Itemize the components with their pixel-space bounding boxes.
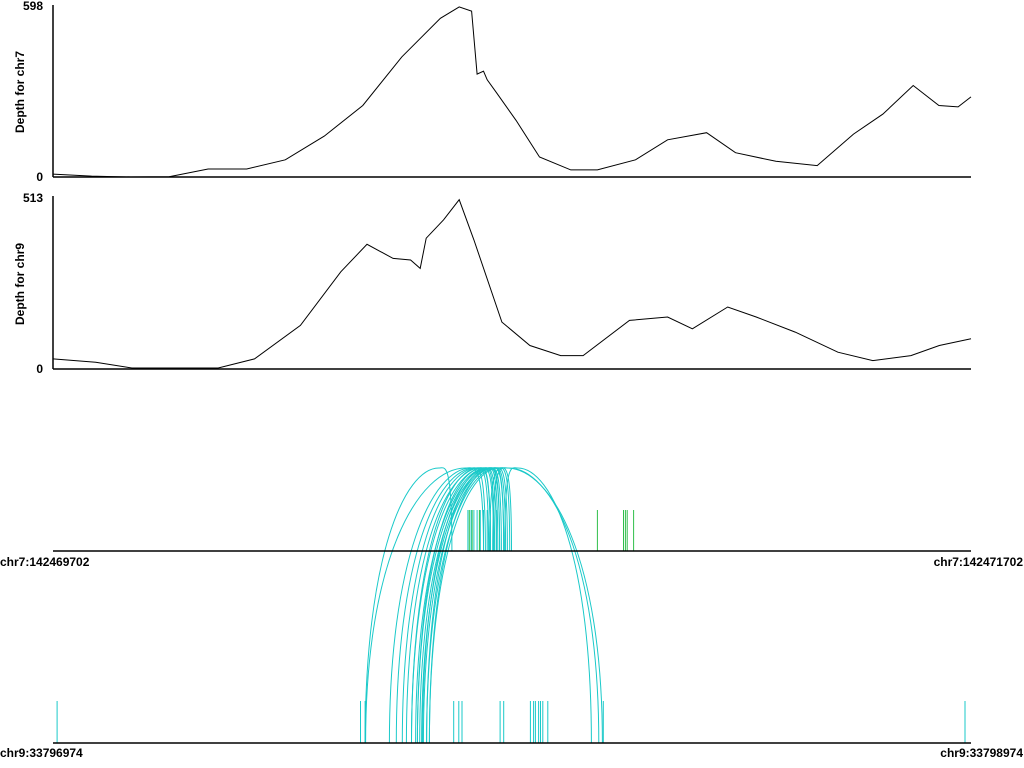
junction-arc <box>388 467 486 744</box>
junction-arc <box>405 467 495 744</box>
junction-arc <box>416 467 502 744</box>
junction-arc <box>364 467 453 744</box>
chr7-depth-panel: Depth for chr7 598 0 <box>13 0 972 184</box>
chr7-depth-ylabel: Depth for chr7 <box>13 51 27 133</box>
chr7-read-marks <box>467 510 635 551</box>
junction-arc-panel: chr7:142469702 chr7:142471702 chr9:33796… <box>0 467 1024 760</box>
chr9-ytick-max: 513 <box>23 191 43 205</box>
chr7-end-label: chr7:142471702 <box>934 555 1024 569</box>
junction-arc <box>395 467 490 744</box>
chr9-read-marks <box>56 701 966 743</box>
chr9-ytick-min: 0 <box>36 362 43 376</box>
junction-arc <box>504 467 592 744</box>
junction-arc <box>365 467 484 744</box>
junction-arc <box>428 467 512 744</box>
junction-arc <box>428 467 505 744</box>
junction-arc <box>426 467 501 744</box>
chr9-depth-line <box>52 198 972 369</box>
chr7-start-label: chr7:142469702 <box>0 555 90 569</box>
junction-arc <box>492 467 600 744</box>
arc-group <box>364 467 603 744</box>
chr7-ytick-min: 0 <box>36 170 43 184</box>
chr9-end-label: chr9:33798974 <box>940 746 1023 760</box>
chr9-depth-panel: Depth for chr9 513 0 <box>13 191 972 376</box>
junction-arc <box>411 467 491 744</box>
junction-arc <box>426 467 511 744</box>
junction-arc <box>416 467 496 744</box>
chr7-ytick-max: 598 <box>23 0 43 13</box>
chr9-depth-ylabel: Depth for chr9 <box>13 243 27 325</box>
junction-arc <box>489 467 603 744</box>
junction-arc <box>422 467 499 744</box>
chr9-start-label: chr9:33796974 <box>0 746 83 760</box>
chr7-depth-line <box>52 6 972 178</box>
junction-arc <box>422 467 508 744</box>
